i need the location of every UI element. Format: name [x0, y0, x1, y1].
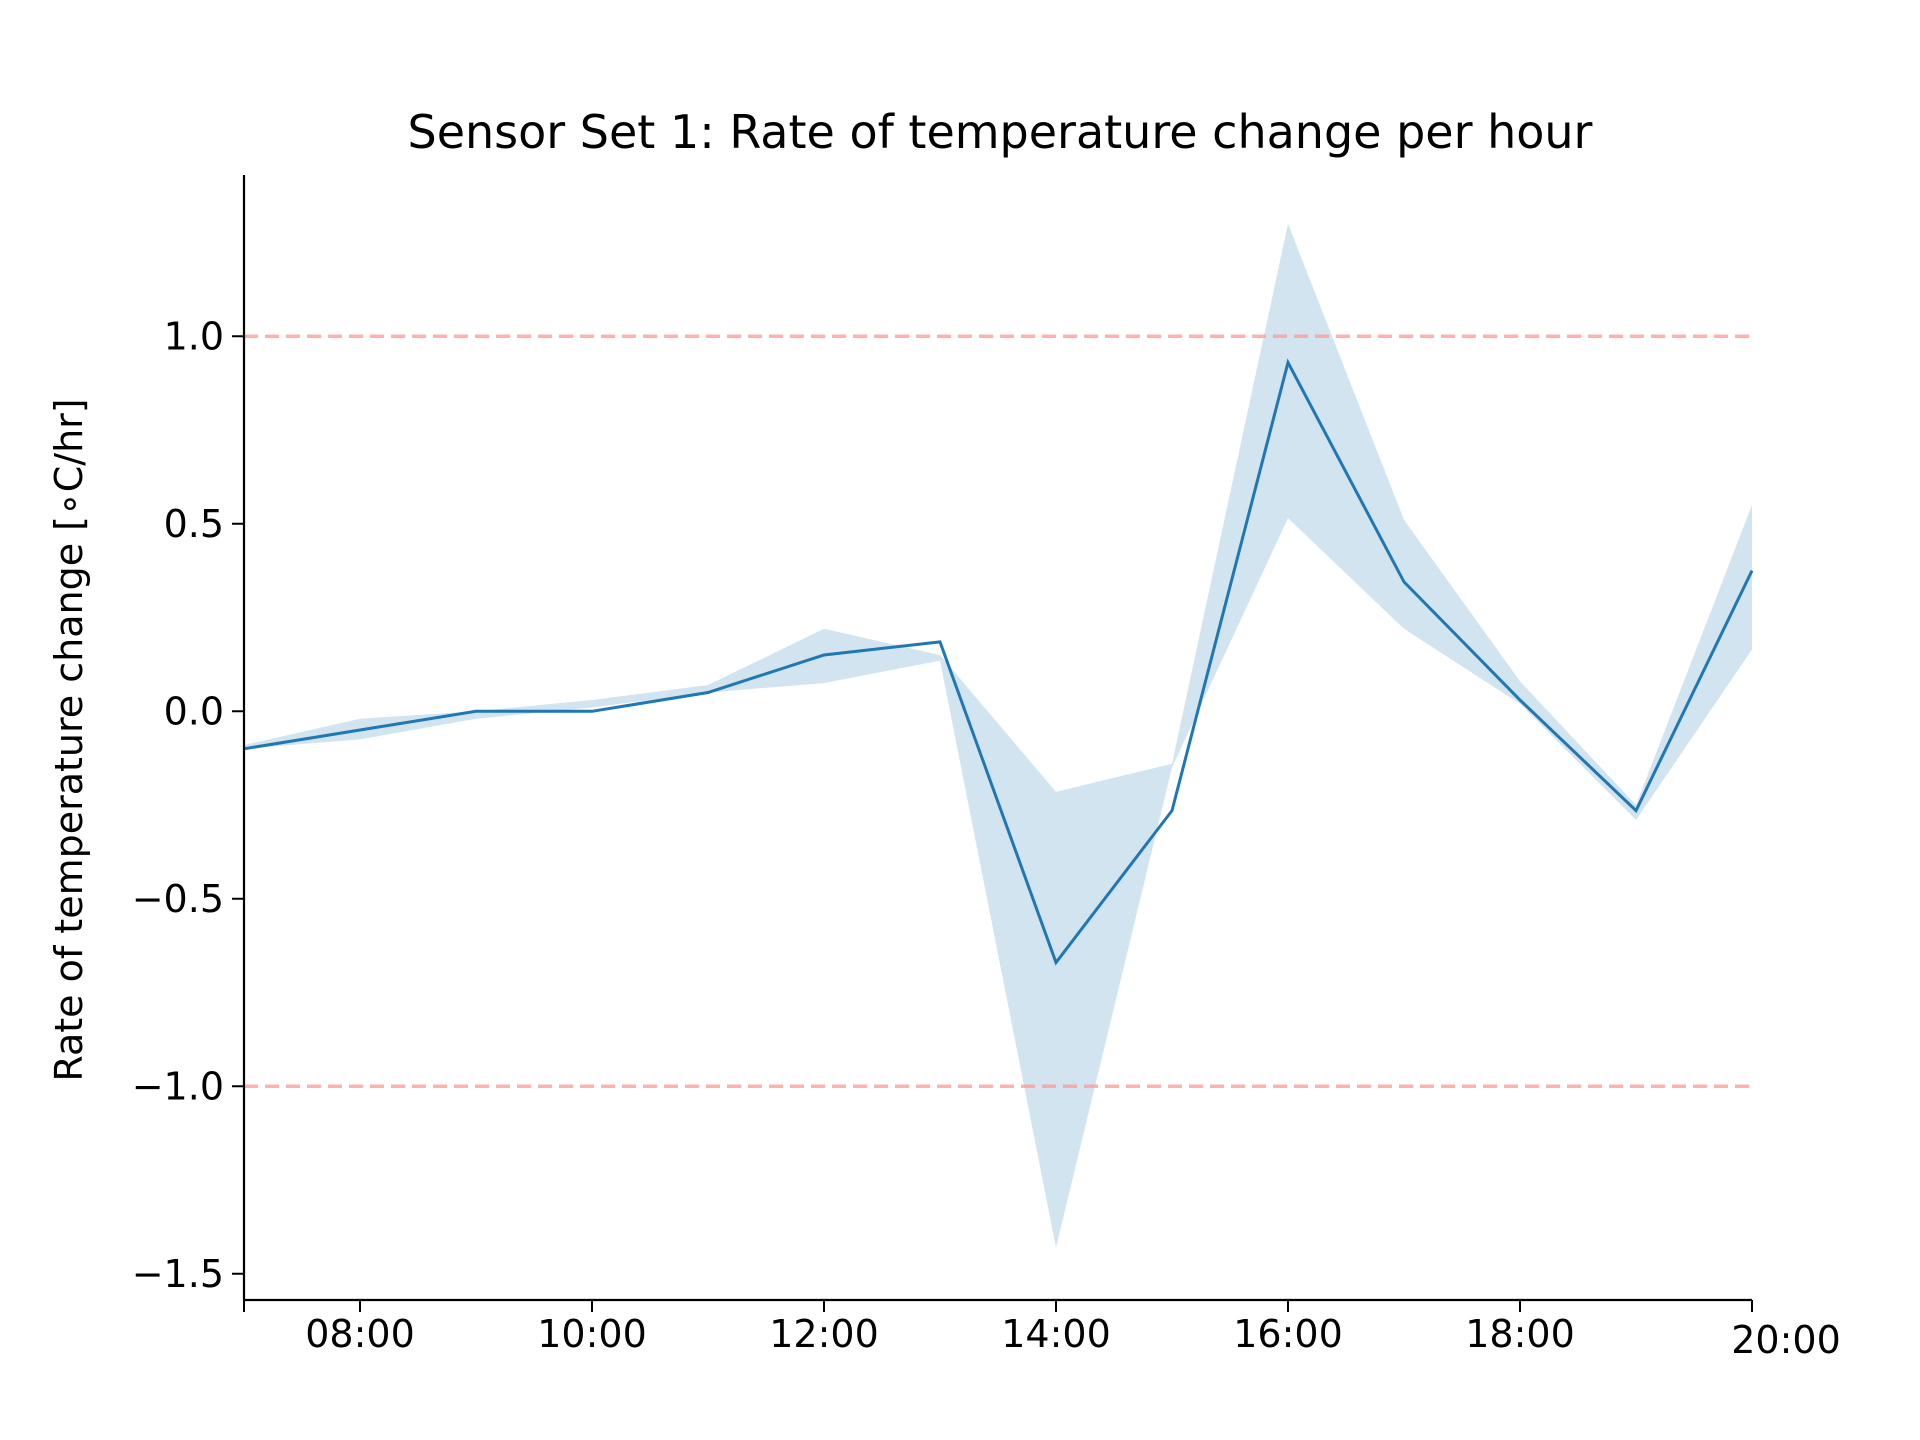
y-tick-label: −1.5 — [132, 1252, 224, 1296]
x-tick-label: 16:00 — [1233, 1312, 1343, 1356]
y-tick-label: 0.0 — [164, 689, 224, 733]
x-tick-label: 14:00 — [1001, 1312, 1111, 1356]
confidence-band — [244, 223, 1752, 1248]
x-tick-label: 18:00 — [1465, 1312, 1575, 1356]
y-tick-label: −0.5 — [132, 877, 224, 921]
x-tick-label: 20:00 — [1731, 1318, 1841, 1362]
series-line-layer — [243, 358, 1754, 966]
x-tick-label: 08:00 — [305, 1312, 415, 1356]
x-tick-label: 12:00 — [769, 1312, 879, 1356]
chart-title: Sensor Set 1: Rate of temperature change… — [408, 105, 1593, 159]
axes-layer: 1.0 0.5 0.0 −0.5 −1.0 −1.5 08:00 10:00 12:00 14:0… — [132, 175, 1841, 1362]
y-tick-label: −1.0 — [132, 1064, 224, 1108]
series-line — [243, 358, 1754, 966]
y-axis-label: Rate of temperature change [∘C/hr] — [47, 398, 91, 1081]
y-tick-label: 1.0 — [164, 314, 224, 358]
confidence-band-layer — [244, 223, 1752, 1248]
x-tick-label: 10:00 — [537, 1312, 647, 1356]
y-tick-label: 0.5 — [164, 502, 224, 546]
